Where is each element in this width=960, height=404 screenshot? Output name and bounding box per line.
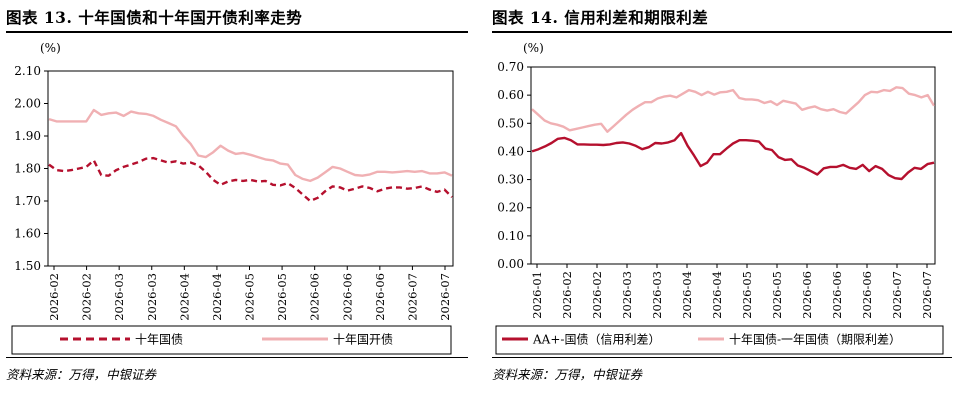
- legend-label: 十年国开债: [333, 333, 393, 347]
- x-tick-label: 2026-02: [80, 273, 94, 321]
- x-tick-label: 2026-04: [680, 271, 694, 319]
- y-tick-label: 0.30: [497, 173, 524, 187]
- x-tick-label: 2026-06: [800, 271, 814, 319]
- legend-box: [11, 325, 452, 355]
- source-note: 资料来源：万得，中银证券: [492, 367, 643, 382]
- x-tick-label: 2026-06: [308, 273, 322, 321]
- x-tick-label: 2026-06: [860, 271, 874, 319]
- x-tick-label: 2026-05: [770, 271, 784, 319]
- x-tick-label: 2026-06: [340, 273, 354, 321]
- legend-label: 十年国债: [135, 333, 183, 347]
- legend-label: 十年国债-一年国债（期限利差）: [729, 333, 901, 347]
- y-tick-label: 1.60: [14, 227, 41, 241]
- line-chart-13: (%) 2.10 2.00 1.90 1.80 1.70 1.60 1.50 2026-02 20…: [11, 41, 454, 355]
- series-line: [48, 108, 453, 183]
- unit-label: (%): [40, 41, 61, 55]
- line-chart-14: (%) 0.70 0.60 0.50 0.40 0.30 0.20 0.10 0.00 2026-…: [495, 41, 944, 355]
- y-tick-label: 0.50: [497, 116, 524, 130]
- x-tick-label: 2026-07: [438, 273, 452, 321]
- title-rule: [492, 31, 952, 33]
- x-tick-label: 2026-05: [740, 271, 754, 319]
- x-tick-label: 2026-06: [373, 273, 387, 321]
- title-rule: [6, 31, 468, 33]
- series-line: [531, 131, 935, 181]
- unit-label: (%): [523, 41, 544, 55]
- x-tick-label: 2026-05: [275, 273, 289, 321]
- y-tick-label: 1.80: [14, 162, 41, 176]
- source-rule: [492, 357, 952, 358]
- x-tick-label: 2026-02: [590, 271, 604, 319]
- y-tick-label: 2.00: [14, 97, 41, 111]
- figure-title: 图表 14. 信用利差和期限利差: [492, 8, 709, 27]
- x-tick-label: 2026-03: [112, 273, 126, 321]
- y-tick-label: 0.00: [497, 257, 524, 271]
- x-tick-label: 2026-02: [560, 271, 574, 319]
- y-tick-label: 0.20: [497, 201, 524, 215]
- x-tick-label: 2026-01: [530, 271, 544, 319]
- x-tick-label: 2026-02: [47, 273, 61, 321]
- source-note: 资料来源：万得，中银证券: [6, 367, 157, 382]
- series-line: [48, 156, 453, 203]
- x-tick-label: 2026-04: [710, 271, 724, 319]
- y-tick-label: 0.70: [497, 60, 524, 74]
- x-tick-label: 2026-07: [405, 273, 419, 321]
- x-tick-label: 2026-06: [830, 271, 844, 319]
- x-tick-label: 2026-03: [145, 273, 159, 321]
- x-tick-label: 2026-07: [890, 271, 904, 319]
- legend-label: AA+-国债（信用利差）: [532, 333, 660, 347]
- y-tick-label: 0.60: [497, 88, 524, 102]
- series-line: [531, 86, 936, 133]
- y-tick-label: 0.10: [497, 229, 524, 243]
- x-tick-label: 2026-07: [920, 271, 934, 319]
- x-tick-label: 2026-04: [210, 273, 224, 321]
- x-tick-label: 2026-03: [650, 271, 664, 319]
- legend-box: [495, 325, 944, 355]
- figure-title: 图表 13. 十年国债和十年国开债利率走势: [6, 8, 303, 27]
- x-tick-label: 2026-03: [620, 271, 634, 319]
- x-tick-label: 2026-05: [243, 273, 257, 321]
- chart-panel-13: 图表 13. 十年国债和十年国开债利率走势 (%) 2.10 2.00 1.90 1.8…: [0, 0, 476, 404]
- y-tick-label: 2.10: [14, 64, 41, 78]
- plot-frame: [530, 66, 936, 265]
- y-tick-label: 0.40: [497, 144, 524, 158]
- plot-frame: [47, 70, 454, 267]
- chart-panel-14: 图表 14. 信用利差和期限利差 (%) 0.70 0.60 0.50 0.40 0.30…: [486, 0, 960, 404]
- source-rule: [6, 357, 468, 358]
- x-tick-label: 2026-04: [177, 273, 191, 321]
- y-tick-label: 1.90: [14, 129, 41, 143]
- y-tick-label: 1.70: [14, 194, 41, 208]
- y-tick-label: 1.50: [14, 259, 41, 273]
